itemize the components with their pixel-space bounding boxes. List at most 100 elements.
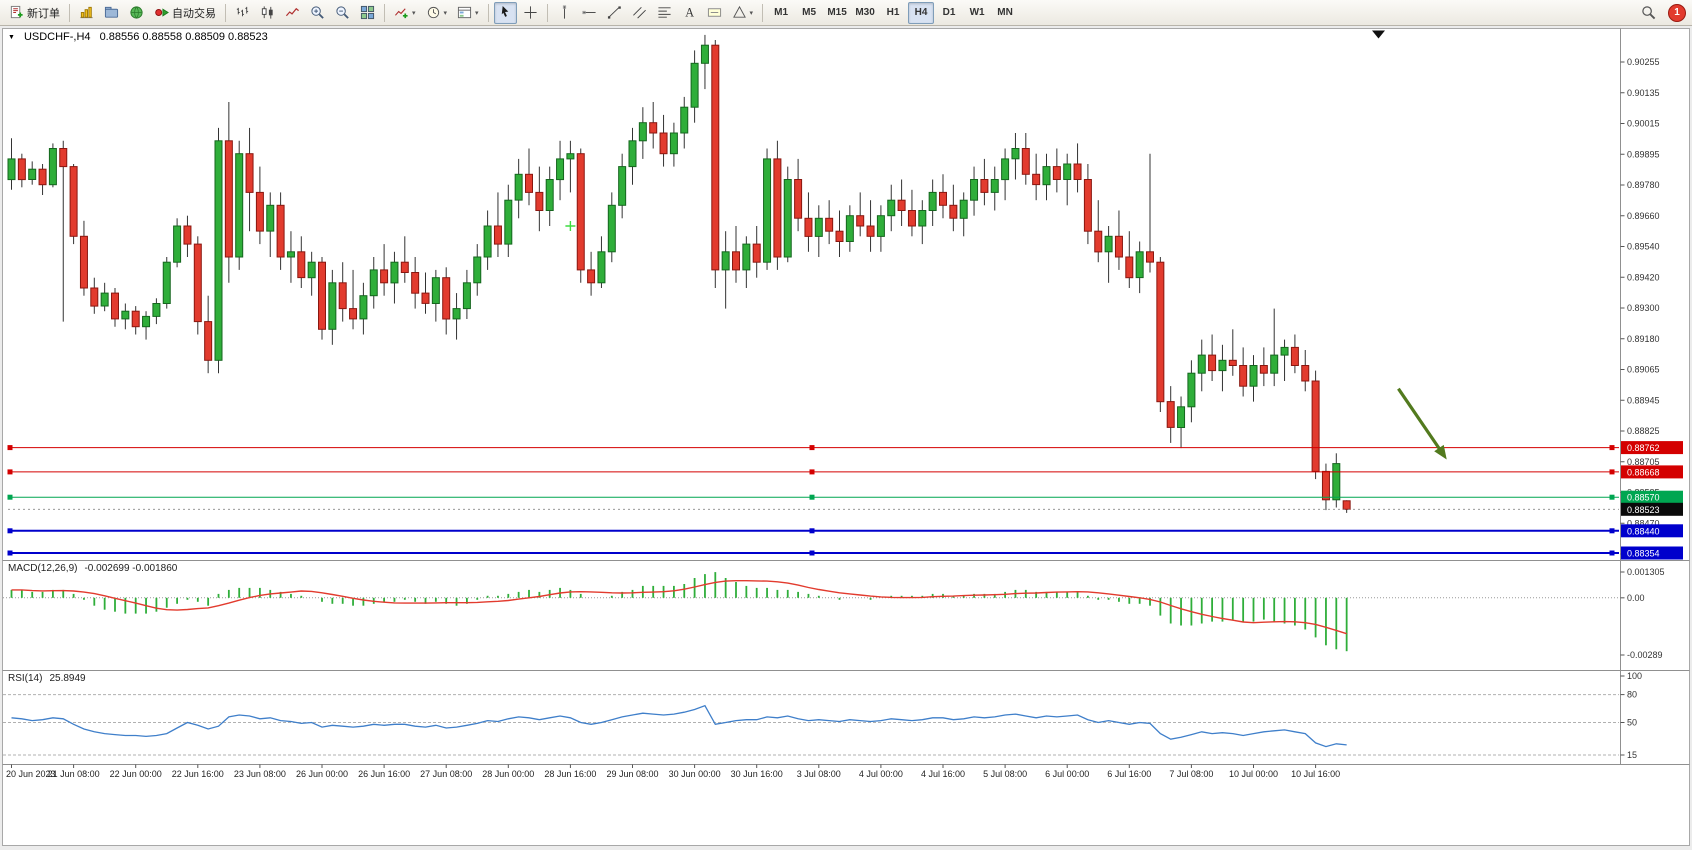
cursor-icon — [501, 5, 508, 17]
trendline-button[interactable] — [603, 2, 626, 24]
new-order-button[interactable]: 新订单 — [5, 2, 64, 24]
horizontal-line[interactable]: 0.88570 — [7, 490, 1684, 504]
rsi-line — [11, 704, 1347, 748]
svg-text:22 Jun 00:00: 22 Jun 00:00 — [110, 769, 162, 779]
timeframe-w1-button[interactable]: W1 — [964, 2, 990, 24]
text-button[interactable]: A — [678, 2, 701, 24]
window-collapse-icon[interactable]: ▼ — [8, 33, 15, 41]
indicators-icon — [394, 8, 408, 19]
tile-icon — [360, 5, 375, 20]
svg-text:0.88470: 0.88470 — [1627, 518, 1660, 528]
vline-icon — [562, 5, 566, 19]
indicators-button[interactable]: ▾ — [390, 2, 420, 24]
horizontal-line[interactable]: 0.88668 — [7, 465, 1684, 479]
channel-icon — [632, 7, 646, 19]
periods-button[interactable]: ▾ — [422, 2, 452, 24]
shapes-button[interactable]: ▾ — [728, 2, 758, 24]
svg-text:-0.00289: -0.00289 — [1627, 650, 1663, 660]
horizontal-line-button[interactable] — [578, 2, 601, 24]
candlestick-chart-button[interactable] — [256, 2, 279, 24]
new-order-button-label: 新订单 — [27, 7, 60, 20]
toolbar-separator — [487, 3, 489, 22]
bars-icon — [236, 6, 249, 17]
svg-text:100: 100 — [1627, 671, 1642, 681]
timeframe-d1-button[interactable]: D1 — [936, 2, 962, 24]
templates-button[interactable]: ▾ — [453, 2, 483, 24]
vertical-line-button[interactable] — [553, 2, 576, 24]
rsi-label: RSI(14) 25.8949 — [8, 673, 86, 684]
channel-button[interactable] — [628, 2, 651, 24]
auto-trading-icon — [155, 8, 169, 17]
new-chart-button[interactable] — [75, 2, 98, 24]
line-chart-button[interactable] — [281, 2, 304, 24]
zoom-in-button[interactable] — [306, 2, 329, 24]
tile-windows-button[interactable] — [356, 2, 379, 24]
fibonacci-button[interactable] — [653, 2, 676, 24]
notification-badge[interactable]: 1 — [1668, 3, 1686, 22]
svg-text:0.89660: 0.89660 — [1627, 211, 1660, 221]
svg-text:0.88825: 0.88825 — [1627, 426, 1660, 436]
chart-shift-icon[interactable] — [1372, 30, 1385, 39]
svg-text:0.90255: 0.90255 — [1627, 57, 1660, 67]
chart-ohlc-values: 0.88556 0.88558 0.88509 0.88523 — [99, 31, 268, 43]
chart-title-bar: ▼ USDCHF-,H4 0.88556 0.88558 0.88509 0.8… — [8, 31, 268, 43]
chevron-down-icon: ▾ — [475, 9, 479, 17]
svg-text:0.89540: 0.89540 — [1627, 242, 1660, 252]
macd-signal-line — [11, 580, 1347, 635]
svg-text:23 Jun 08:00: 23 Jun 08:00 — [234, 769, 286, 779]
timeframe-m1-button[interactable]: M1 — [768, 2, 794, 24]
horizontal-line[interactable]: 0.88354 — [7, 546, 1684, 560]
auto-trading-button[interactable]: 自动交易 — [150, 2, 220, 24]
svg-text:26 Jun 00:00: 26 Jun 00:00 — [296, 769, 348, 779]
cross-marker[interactable] — [565, 221, 576, 231]
timeframe-m5-button[interactable]: M5 — [796, 2, 822, 24]
candlestick-series — [7, 34, 1351, 513]
line-price-label — [1621, 441, 1683, 455]
timeframe-m30-button[interactable]: M30 — [852, 2, 878, 24]
svg-text:30 Jun 16:00: 30 Jun 16:00 — [731, 769, 783, 779]
timeframe-m15-button[interactable]: M15 — [824, 2, 850, 24]
toolbar-separator — [69, 3, 70, 22]
auto-trading-button-label: 自动交易 — [172, 7, 216, 20]
svg-text:0.89180: 0.89180 — [1627, 334, 1660, 344]
macd-label: MACD(12,26,9) -0.002699 -0.001860 — [8, 563, 177, 574]
chevron-down-icon: ▾ — [749, 9, 754, 17]
horizontal-line[interactable]: 0.88762 — [7, 441, 1684, 455]
timeframe-h1-button[interactable]: H1 — [880, 2, 906, 24]
svg-text:29 Jun 08:00: 29 Jun 08:00 — [606, 769, 658, 779]
profiles-button[interactable] — [100, 2, 123, 24]
zoom-out-button[interactable] — [331, 2, 354, 24]
crosshair-button[interactable] — [519, 2, 542, 24]
svg-text:30 Jun 00:00: 30 Jun 00:00 — [669, 769, 721, 779]
fibo-icon — [657, 7, 671, 18]
chart-surface[interactable] — [3, 29, 1619, 764]
macd-axis[interactable]: 0.001305 0.00 -0.00289 — [1620, 567, 1665, 660]
timeframe-mn-button[interactable]: MN — [992, 2, 1018, 24]
toolbar-separator — [546, 3, 548, 22]
price-axis[interactable]: 0.90255 0.90135 0.90015 0.89895 0.89780 0.896… — [1620, 57, 1660, 559]
cursor-button[interactable] — [493, 1, 517, 24]
svg-text:6 Jul 00:00: 6 Jul 00:00 — [1045, 769, 1089, 779]
svg-text:0.88945: 0.88945 — [1627, 395, 1660, 405]
horizontal-line[interactable]: 0.88440 — [7, 524, 1684, 538]
svg-text:0.89420: 0.89420 — [1627, 272, 1660, 282]
svg-text:4 Jul 00:00: 4 Jul 00:00 — [859, 769, 903, 779]
svg-text:0.00: 0.00 — [1627, 593, 1645, 603]
timeframe-h4-button[interactable]: H4 — [908, 1, 935, 24]
trendline-icon — [607, 6, 621, 19]
bar-chart-button[interactable] — [231, 2, 254, 24]
label-button[interactable] — [703, 2, 726, 24]
crosshair-icon — [523, 6, 537, 19]
svg-text:A: A — [685, 6, 694, 20]
svg-text:22 Jun 16:00: 22 Jun 16:00 — [172, 769, 224, 779]
search-button[interactable] — [1637, 2, 1660, 24]
rsi-name: RSI(14) — [8, 673, 43, 684]
rsi-axis[interactable]: 100 80 50 15 — [1620, 671, 1643, 760]
svg-text:80: 80 — [1627, 690, 1637, 700]
svg-text:21 Jun 08:00: 21 Jun 08:00 — [48, 769, 100, 779]
svg-text:27 Jun 08:00: 27 Jun 08:00 — [420, 769, 472, 779]
market-watch-button[interactable] — [125, 2, 148, 24]
trend-arrow[interactable] — [1397, 387, 1447, 460]
